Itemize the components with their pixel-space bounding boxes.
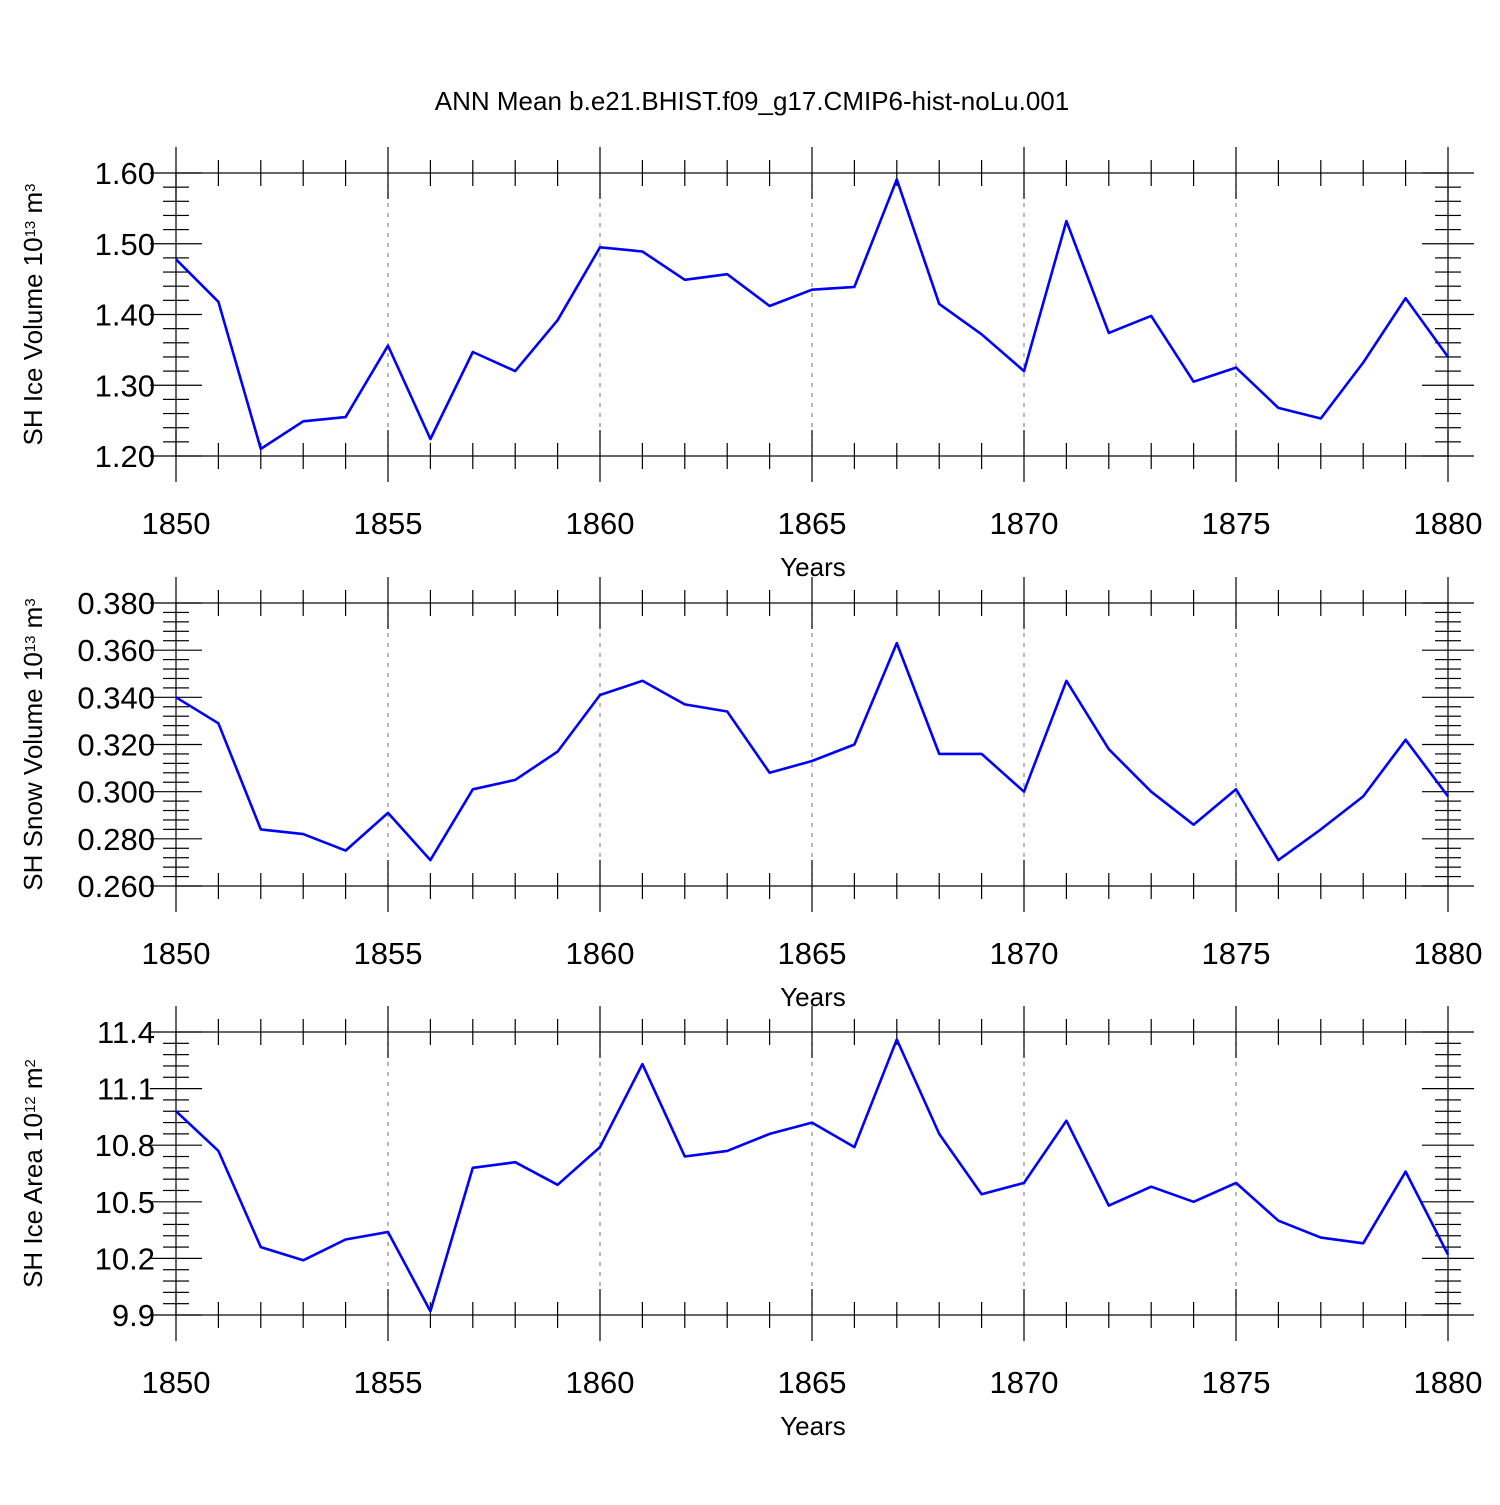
data-line (175, 178, 1450, 451)
y-axis-title-superscript: 13 (22, 636, 39, 653)
x-tick-label: 1880 (1414, 936, 1483, 971)
x-tick-label: 1860 (566, 936, 635, 971)
y-tick-label: 1.30 (95, 368, 155, 403)
y-axis-title-superscript: 13 (22, 221, 39, 238)
y-tick-label: 0.280 (77, 822, 155, 857)
y-axis-title: SH Ice Area 1012 m2 (18, 1059, 48, 1288)
x-tick-label: 1870 (990, 1365, 1059, 1400)
x-tick-label: 1860 (566, 1365, 635, 1400)
x-tick-label: 1855 (354, 936, 423, 971)
data-line (175, 641, 1450, 862)
panel-3: 9.9 10.2 10.5 10.8 11.1 11.4 1850 1855 1860 1865 1… (18, 1006, 1482, 1441)
y-axis-title-superscript: 2 (22, 1059, 39, 1067)
x-tick-label: 1870 (990, 936, 1059, 971)
x-tick-label: 1855 (354, 1365, 423, 1400)
y-tick-label: 9.9 (112, 1298, 155, 1333)
y-tick-label: 1.40 (95, 298, 155, 333)
y-axis-title: SH Ice Volume 1013 m3 (18, 183, 48, 445)
y-axis-title-text: m (18, 607, 48, 636)
y-tick-label: 10.8 (95, 1128, 155, 1163)
panel-2: 0.260 0.280 0.300 0.320 0.340 0.360 0.380 1850 1… (18, 577, 1482, 1012)
y-tick-label: 11.4 (97, 1015, 155, 1050)
x-tick-label: 1875 (1202, 506, 1271, 541)
y-tick-label: 0.380 (77, 586, 155, 621)
y-ticks (150, 172, 1474, 457)
y-tick-label: 0.300 (77, 775, 155, 810)
x-axis-title: Years (780, 1411, 846, 1441)
y-axis-title-text: m (18, 192, 48, 221)
x-tick-label: 1870 (990, 506, 1059, 541)
x-tick-label: 1880 (1414, 506, 1483, 541)
y-tick-label: 10.5 (95, 1185, 155, 1220)
y-axis-title-superscript: 3 (22, 598, 39, 606)
y-axis-title-superscript: 12 (22, 1096, 39, 1113)
chart-title: ANN Mean b.e21.BHIST.f09_g17.CMIP6-hist-… (435, 86, 1069, 116)
panel-1: 1.20 1.30 1.40 1.50 1.60 1850 1855 1860 1865 1870… (18, 147, 1482, 582)
y-axis-title-text: SH Ice Volume 10 (18, 237, 48, 445)
x-tick-label: 1850 (142, 1365, 211, 1400)
y-tick-label: 0.360 (77, 633, 155, 668)
x-tick-label: 1865 (778, 936, 847, 971)
x-ticks (175, 147, 1449, 482)
y-tick-label: 1.60 (95, 156, 155, 191)
y-ticks (150, 1031, 1474, 1316)
data-line (175, 1038, 1450, 1313)
x-tick-label: 1855 (354, 506, 423, 541)
x-tick-label: 1860 (566, 506, 635, 541)
y-tick-label: 1.20 (95, 439, 155, 474)
y-ticks (150, 602, 1474, 887)
y-axis-title-text: m (18, 1067, 48, 1096)
y-tick-label: 10.2 (95, 1241, 155, 1276)
x-tick-label: 1875 (1202, 936, 1271, 971)
x-ticks (175, 1006, 1449, 1341)
y-tick-label: 0.320 (77, 728, 155, 763)
y-tick-label: 0.260 (77, 869, 155, 904)
y-axis-title-text: SH Ice Area 10 (18, 1113, 48, 1288)
x-ticks (175, 577, 1449, 912)
y-tick-label: 1.50 (95, 227, 155, 262)
x-tick-label: 1850 (142, 506, 211, 541)
x-tick-label: 1880 (1414, 1365, 1483, 1400)
y-axis-title-superscript: 3 (22, 183, 39, 191)
x-tick-label: 1865 (778, 1365, 847, 1400)
y-tick-label: 11.1 (97, 1072, 155, 1107)
y-tick-label: 0.340 (77, 680, 155, 715)
x-tick-label: 1875 (1202, 1365, 1271, 1400)
x-tick-label: 1865 (778, 506, 847, 541)
y-axis-title-text: SH Snow Volume 10 (18, 652, 48, 890)
x-axis-title: Years (780, 552, 846, 582)
y-axis-title: SH Snow Volume 1013 m3 (18, 598, 48, 890)
x-tick-label: 1850 (142, 936, 211, 971)
x-axis-title: Years (780, 982, 846, 1012)
